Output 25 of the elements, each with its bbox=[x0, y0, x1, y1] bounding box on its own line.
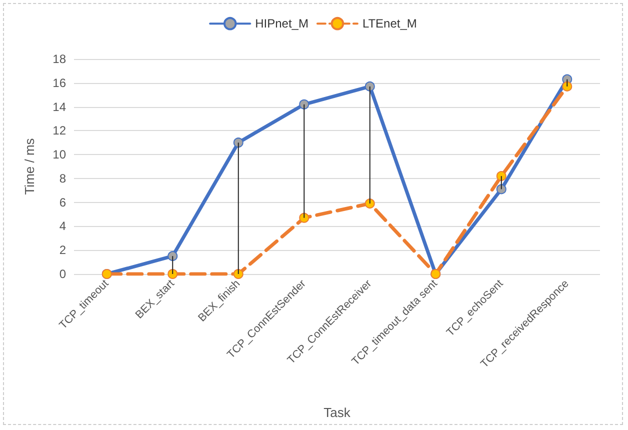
y-tick-label: 12 bbox=[52, 124, 66, 138]
y-tick-label: 4 bbox=[59, 219, 66, 234]
y-tick-label: 16 bbox=[52, 76, 66, 90]
point bbox=[233, 138, 244, 148]
point bbox=[168, 251, 178, 262]
y-tick-label: 10 bbox=[52, 148, 66, 162]
point bbox=[496, 171, 506, 182]
y-tick-label: 14 bbox=[52, 100, 66, 114]
y-tick-label: 8 bbox=[59, 171, 66, 186]
point bbox=[562, 81, 572, 92]
x-axis-title: Task bbox=[324, 405, 351, 420]
point bbox=[168, 269, 178, 279]
y-tick-label: 18 bbox=[52, 52, 66, 66]
y-tick-label: 0 bbox=[59, 267, 66, 281]
point bbox=[233, 269, 244, 279]
point bbox=[496, 184, 506, 194]
y-tick-label: 6 bbox=[59, 195, 66, 210]
legend-label: LTEnet_M bbox=[362, 16, 417, 31]
y-tick-label: 2 bbox=[59, 243, 66, 258]
point bbox=[364, 198, 375, 209]
point bbox=[299, 212, 310, 223]
y-axis-title: Time / ms bbox=[22, 138, 37, 195]
point bbox=[364, 81, 375, 92]
point bbox=[299, 99, 310, 110]
legend-label: HIPnet_M bbox=[255, 16, 308, 31]
